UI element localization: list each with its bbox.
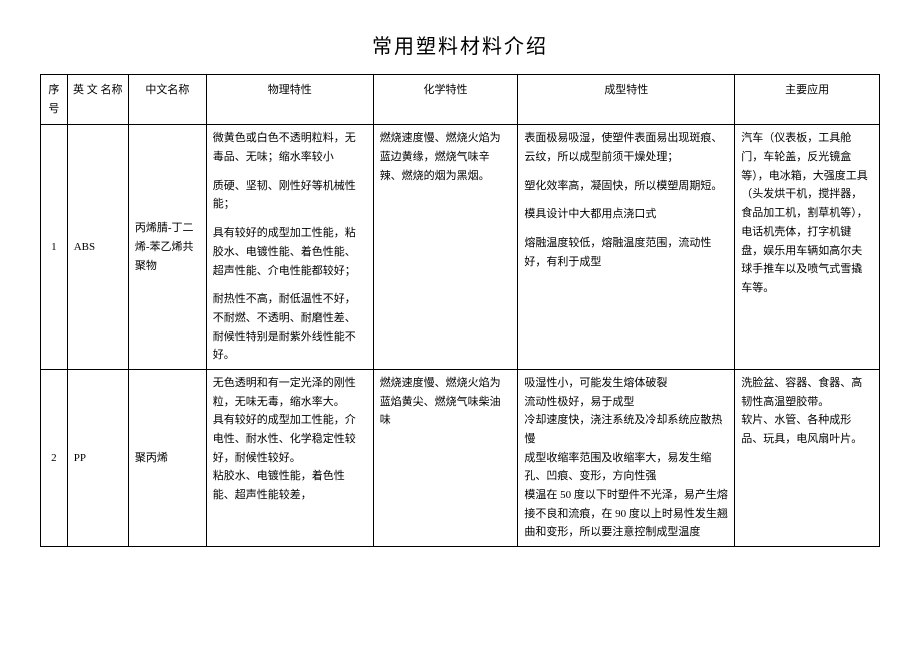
cell-en: ABS [67,125,128,370]
header-app: 主要应用 [735,75,880,125]
header-en: 英 文 名称 [67,75,128,125]
app-para: 洗脸盆、容器、食器、高韧性高温塑胶带。 [741,374,873,411]
form-para: 流动性极好，易于成型 [524,393,728,412]
form-para: 成型收缩率范围及收缩率大，易发生缩孔、凹痕、变形，方向性强 [524,449,728,486]
app-para: 软片、水管、各种成形品、玩具，电风扇叶片。 [741,411,873,448]
form-para: 吸湿性小，可能发生熔体破裂 [524,374,728,393]
form-para: 熔融温度较低，熔融温度范围，流动性好，有利于成型 [524,234,728,271]
phys-para: 无色透明和有一定光泽的刚性粒，无味无毒，缩水率大。 [213,374,367,411]
header-phys: 物理特性 [206,75,373,125]
cell-cn: 聚丙烯 [128,369,206,546]
phys-para: 粘胶水、电镀性能，着色性能、超声性能较差， [213,467,367,504]
table-row: 1 ABS 丙烯腈-丁二烯-苯乙烯共聚物 微黄色或白色不透明粒料，无毒品、无味；… [41,125,880,370]
form-para: 表面极易吸湿，使塑件表面易出现斑痕、云纹，所以成型前须干燥处理； [524,129,728,166]
cell-en: PP [67,369,128,546]
cell-phys: 无色透明和有一定光泽的刚性粒，无味无毒，缩水率大。 具有较好的成型加工性能，介电… [206,369,373,546]
cell-chem: 燃烧速度慢、燃烧火焰为蓝焰黄尖、燃烧气味柴油味 [373,369,518,546]
cell-chem: 燃烧速度慢、燃烧火焰为蓝边黄缘，燃烧气味辛辣、燃烧的烟为黑烟。 [373,125,518,370]
phys-para: 具有较好的成型加工性能，介电性、耐水性、化学稳定性较好，耐候性较好。 [213,411,367,467]
header-form: 成型特性 [518,75,735,125]
cell-cn: 丙烯腈-丁二烯-苯乙烯共聚物 [128,125,206,370]
cell-phys: 微黄色或白色不透明粒料，无毒品、无味；缩水率较小 质硬、坚韧、刚性好等机械性能；… [206,125,373,370]
phys-para: 质硬、坚韧、刚性好等机械性能； [213,177,367,214]
form-para: 模具设计中大都用点浇口式 [524,205,728,224]
cell-app: 洗脸盆、容器、食器、高韧性高温塑胶带。 软片、水管、各种成形品、玩具，电风扇叶片… [735,369,880,546]
cell-seq: 1 [41,125,68,370]
header-seq: 序号 [41,75,68,125]
page-title: 常用塑料材料介绍 [40,30,880,59]
table-row: 2 PP 聚丙烯 无色透明和有一定光泽的刚性粒，无味无毒，缩水率大。 具有较好的… [41,369,880,546]
cell-app: 汽车（仪表板，工具舱门，车轮盖，反光镜盒等），电冰箱，大强度工具（头发烘干机，搅… [735,125,880,370]
phys-para: 具有较好的成型加工性能，粘胶水、电镀性能、着色性能、超声性能、介电性能都较好； [213,224,367,280]
form-para: 塑化效率高，凝固快，所以模塑周期短。 [524,177,728,196]
phys-para: 微黄色或白色不透明粒料，无毒品、无味；缩水率较小 [213,129,367,166]
header-cn: 中文名称 [128,75,206,125]
header-chem: 化学特性 [373,75,518,125]
form-para: 模温在 50 度以下时塑件不光泽，易产生熔接不良和流痕，在 90 度以上时易性发… [524,486,728,542]
cell-form: 吸湿性小，可能发生熔体破裂 流动性极好，易于成型 冷却速度快，浇注系统及冷却系统… [518,369,735,546]
phys-para: 耐热性不高，耐低温性不好，不耐燃、不透明、耐磨性差、耐候性特别是耐紫外线性能不好… [213,290,367,365]
cell-form: 表面极易吸湿，使塑件表面易出现斑痕、云纹，所以成型前须干燥处理； 塑化效率高，凝… [518,125,735,370]
materials-table: 序号 英 文 名称 中文名称 物理特性 化学特性 成型特性 主要应用 1 ABS… [40,74,880,547]
form-para: 冷却速度快，浇注系统及冷却系统应散热慢 [524,411,728,448]
cell-seq: 2 [41,369,68,546]
